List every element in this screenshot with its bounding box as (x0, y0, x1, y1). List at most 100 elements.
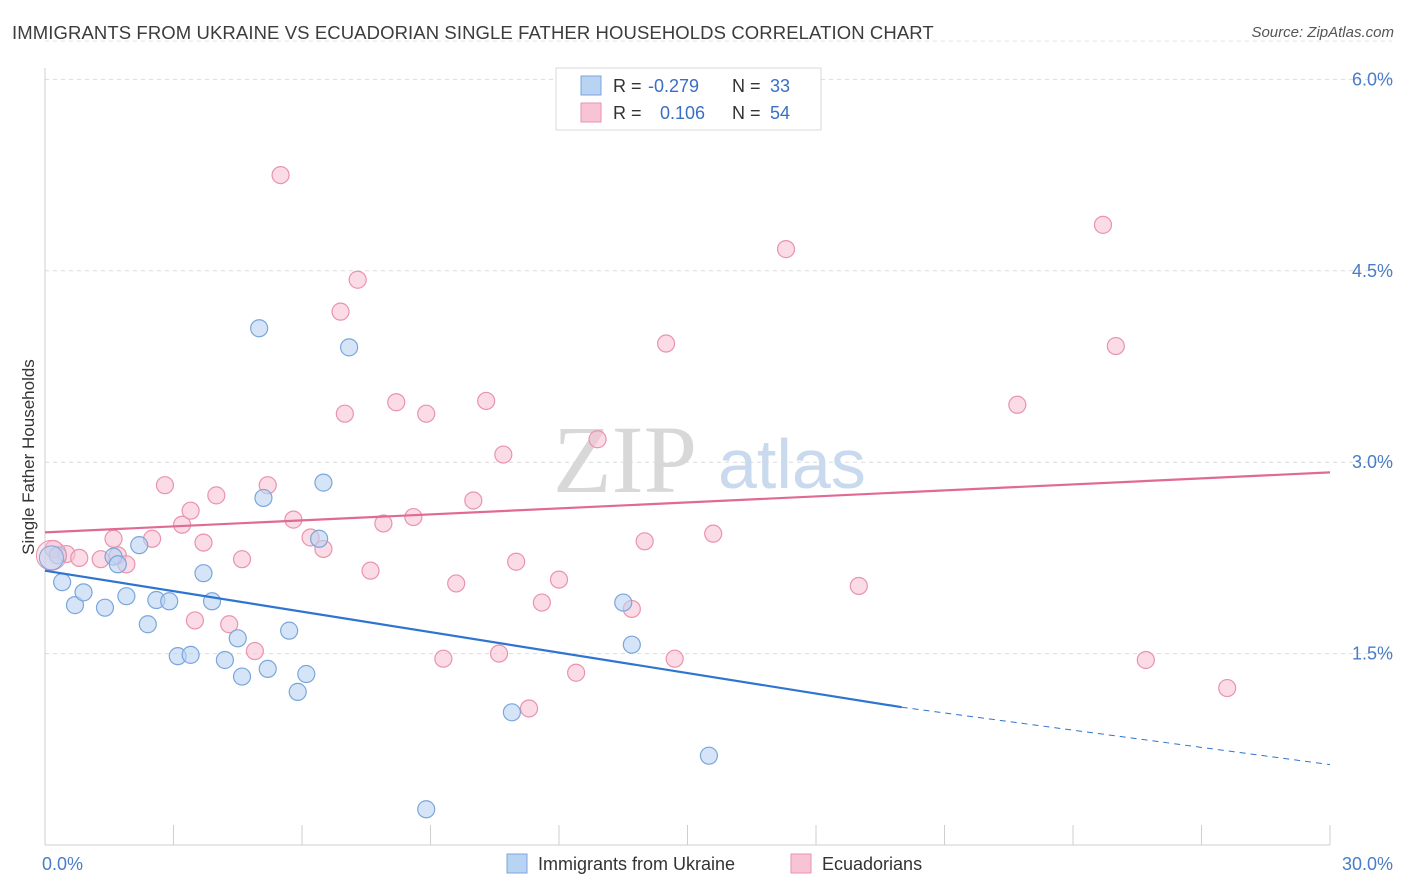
point-ukraine (310, 529, 329, 548)
point-ecuadorians (489, 644, 509, 663)
point-ukraine-large (38, 545, 64, 571)
point-ukraine (288, 682, 307, 701)
point-ecuadorians (194, 533, 213, 552)
point-ecuadorians (361, 561, 380, 580)
point-ecuadorians (70, 548, 89, 568)
point-ecuadorians (207, 486, 226, 505)
stats-n-value-ecuadorians: 54 (770, 103, 790, 123)
point-ecuadorians (549, 570, 569, 589)
stats-box: R = -0.279 N = 33 R = 0.106 N = 54 (555, 67, 822, 131)
point-ecuadorians (155, 476, 175, 495)
data-points (35, 166, 1237, 819)
legend-swatch-ukraine (506, 853, 528, 874)
point-ecuadorians (494, 445, 513, 464)
y-tick-label: 3.0% (1352, 452, 1393, 472)
gridlines (45, 40, 1392, 655)
point-ecuadorians (331, 302, 350, 321)
point-ukraine (181, 645, 200, 664)
point-ukraine (622, 635, 641, 654)
point-ecuadorians (1093, 215, 1113, 234)
point-ukraine (138, 615, 157, 634)
point-ukraine (417, 800, 436, 819)
watermark: ZIP atlas (553, 406, 866, 513)
point-ecuadorians (1218, 678, 1237, 698)
point-ukraine (117, 587, 136, 606)
point-ecuadorians (387, 393, 406, 412)
point-ukraine (232, 667, 252, 686)
point-ukraine (258, 659, 277, 679)
point-ukraine (340, 338, 359, 357)
stats-r-label-ecuadorians: R = (613, 103, 642, 123)
point-ukraine (65, 596, 85, 615)
point-ukraine (254, 488, 273, 508)
stats-n-label-ecuadorians: N = (732, 103, 761, 123)
point-ecuadorians (849, 576, 868, 596)
point-ecuadorians (348, 270, 367, 289)
point-ecuadorians (776, 240, 796, 259)
point-ecuadorians (232, 550, 252, 569)
point-ecuadorians (104, 529, 123, 548)
point-ecuadorians (185, 611, 205, 630)
stats-r-value-ecuadorians: 0.106 (660, 103, 705, 123)
x-tick-label: 30.0% (1342, 854, 1393, 874)
point-ecuadorians (665, 649, 684, 668)
trend-line-ukraine-extension (901, 706, 1331, 766)
watermark-atlas: atlas (718, 425, 866, 503)
point-ecuadorians (1008, 395, 1027, 414)
point-ecuadorians (335, 404, 354, 423)
point-ukraine (502, 703, 521, 722)
trend-line-ukraine (44, 569, 902, 709)
legend-label-ukraine: Immigrants from Ukraine (538, 854, 735, 874)
point-ecuadorians (1106, 336, 1125, 356)
point-ecuadorians (635, 532, 654, 551)
stats-r-label-ukraine: R = (613, 76, 642, 96)
point-ecuadorians (220, 615, 239, 634)
point-ecuadorians (464, 491, 483, 510)
point-ecuadorians (519, 699, 539, 718)
point-ecuadorians (704, 524, 723, 543)
source-credit: Source: ZipAtlas.com (1251, 24, 1394, 41)
stats-n-value-ukraine: 33 (770, 76, 790, 96)
point-ecuadorians (567, 663, 586, 682)
point-ecuadorians (477, 391, 496, 411)
point-ecuadorians (374, 514, 393, 533)
point-ukraine (130, 536, 149, 555)
point-ukraine (215, 650, 234, 670)
chart-title: IMMIGRANTS FROM UKRAINE VS ECUADORIAN SI… (12, 22, 934, 43)
watermark-zip: ZIP (553, 406, 697, 513)
point-ukraine (108, 555, 127, 574)
point-ukraine (314, 473, 333, 492)
point-ecuadorians (404, 507, 423, 527)
legend-label-ecuadorians: Ecuadorians (822, 854, 922, 874)
legend-swatch-ecuadorians (790, 853, 812, 874)
stats-swatch-ukraine (580, 75, 602, 96)
y-tick-label: 1.5% (1352, 644, 1393, 664)
point-ecuadorians (447, 574, 466, 593)
point-ecuadorians (1136, 650, 1155, 670)
point-ecuadorians (271, 166, 290, 185)
point-ukraine (699, 746, 719, 765)
point-ukraine (297, 664, 316, 684)
point-ukraine (250, 319, 269, 338)
point-ecuadorians (656, 334, 676, 353)
point-ukraine (160, 592, 179, 611)
point-ecuadorians (417, 404, 436, 423)
x-tick-label: 0.0% (42, 854, 83, 874)
point-ukraine (614, 593, 633, 612)
point-ecuadorians (588, 430, 607, 449)
point-ecuadorians (181, 501, 200, 520)
point-ukraine (53, 573, 72, 592)
stats-r-value-ukraine: -0.279 (648, 76, 699, 96)
point-ukraine (194, 564, 213, 583)
legend: Immigrants from Ukraine Ecuadorians (506, 853, 922, 874)
point-ecuadorians (434, 649, 453, 668)
tick-labels: 1.5% 3.0% 4.5% 6.0% 0.0% 30.0% (42, 69, 1393, 874)
stats-n-label-ukraine: N = (732, 76, 761, 96)
point-ukraine (228, 629, 247, 648)
point-ukraine (280, 621, 299, 640)
stats-swatch-ecuadorians (580, 102, 602, 123)
point-ecuadorians (532, 593, 551, 612)
point-ukraine (74, 583, 93, 602)
point-ecuadorians (507, 552, 526, 571)
